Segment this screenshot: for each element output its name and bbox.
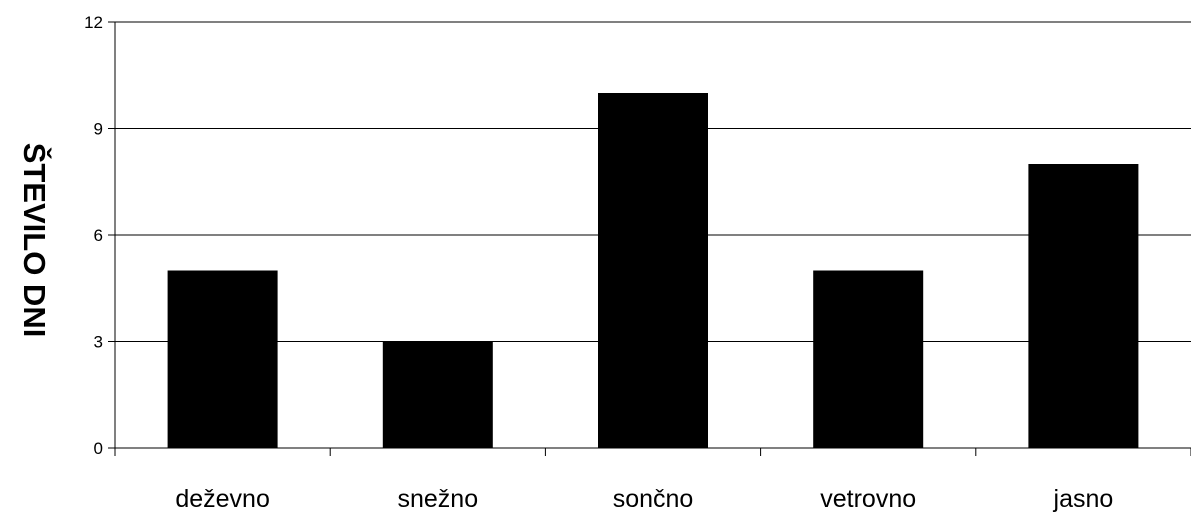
y-tick-label: 6	[94, 226, 103, 245]
bar-4	[1028, 164, 1139, 448]
category-label: deževno	[175, 485, 270, 513]
bars	[167, 93, 1139, 448]
category-label: jasno	[1053, 485, 1114, 513]
y-tick-labels: 0 3 6 9 12	[84, 13, 103, 458]
category-label: sončno	[613, 485, 694, 513]
category-label: vetrovno	[820, 485, 916, 513]
y-tick-label: 12	[84, 13, 103, 32]
x-category-labels: deževno snežno sončno vetrovno jasno	[175, 485, 1113, 513]
axes	[108, 21, 1191, 456]
bar-0	[167, 270, 278, 448]
bar-3	[813, 270, 924, 448]
y-tick-label: 9	[94, 120, 103, 139]
category-label: snežno	[397, 485, 478, 513]
y-tick-label: 3	[94, 333, 103, 352]
bar-1	[382, 341, 493, 448]
bar-2	[598, 93, 708, 448]
y-tick-label: 0	[94, 439, 103, 458]
y-axis-title: ŠTEVILO DNI	[17, 143, 53, 338]
